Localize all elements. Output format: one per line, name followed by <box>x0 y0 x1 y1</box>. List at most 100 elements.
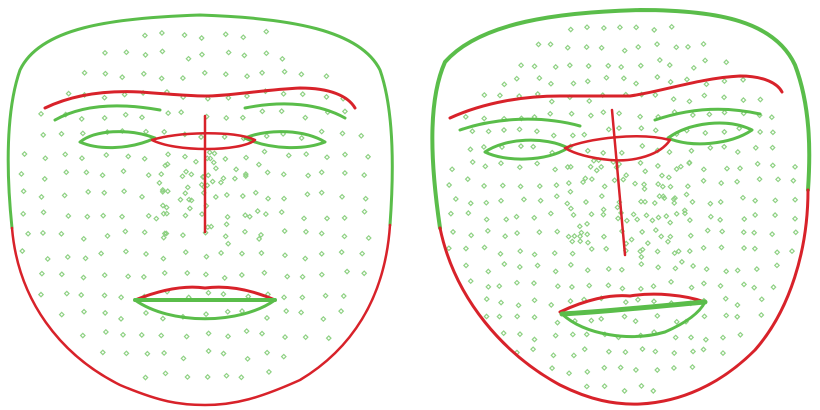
landmark-point <box>318 169 325 176</box>
landmark-point <box>707 144 714 151</box>
landmark-point <box>496 283 503 290</box>
landmark-point <box>734 148 741 156</box>
landmark-point <box>554 319 561 326</box>
landmark-point <box>684 43 692 50</box>
landmark-point <box>514 313 521 320</box>
eyebrow-top-line <box>448 74 784 120</box>
landmark-point <box>483 296 490 303</box>
landmark-point <box>158 75 165 82</box>
landmark-point <box>788 248 796 255</box>
landmark-point <box>183 333 190 340</box>
landmark-point <box>584 368 591 375</box>
landmark-point <box>643 212 650 219</box>
landmark-point <box>500 126 508 134</box>
landmark-point <box>719 334 727 341</box>
landmark-point <box>38 193 45 200</box>
landmark-point <box>204 373 211 381</box>
landmark-point <box>634 216 641 223</box>
landmark-point <box>740 76 747 83</box>
landmark-point <box>481 244 488 251</box>
landmark-point <box>165 151 172 158</box>
landmark-point <box>138 193 146 200</box>
landmark-point <box>485 128 492 135</box>
eyebrow-left <box>458 117 582 132</box>
nose-bridge-triangle <box>563 135 672 162</box>
landmark-point <box>672 265 679 272</box>
landmark-point <box>518 62 525 69</box>
landmark-point <box>221 274 228 281</box>
landmark-point <box>517 183 524 190</box>
landmark-point <box>564 44 571 51</box>
landmark-point <box>513 279 520 286</box>
landmark-point <box>119 74 126 81</box>
landmark-point <box>164 161 171 168</box>
landmark-point <box>284 273 291 280</box>
landmark-point <box>638 382 645 389</box>
landmark-point <box>639 345 646 353</box>
landmark-point <box>498 144 506 151</box>
landmark-point <box>717 216 724 223</box>
landmark-point <box>165 110 172 117</box>
landmark-point <box>256 235 263 242</box>
landmark-point <box>340 292 347 300</box>
landmark-point <box>361 270 368 277</box>
landmark-point <box>318 128 325 135</box>
lower-lip <box>133 298 277 321</box>
landmark-point <box>198 34 205 42</box>
landmark-point <box>675 248 682 255</box>
landmark-point <box>222 155 229 162</box>
landmark-point <box>42 155 49 162</box>
landmark-point <box>706 111 713 118</box>
eyebrow-right <box>653 107 762 122</box>
landmark-point <box>638 261 645 268</box>
landmark-point <box>156 179 163 186</box>
landmark-point <box>298 71 305 78</box>
landmark-point <box>598 44 605 51</box>
landmark-point <box>365 234 372 242</box>
landmark-point <box>119 213 126 220</box>
landmark-point <box>465 210 472 217</box>
landmark-point <box>265 195 272 202</box>
landmark-point <box>240 34 247 41</box>
landmark-point <box>182 212 189 219</box>
landmark-point <box>719 228 726 235</box>
landmark-point <box>158 29 165 37</box>
landmark-point <box>583 44 590 51</box>
landmark-point <box>566 370 573 377</box>
landmark-point <box>362 195 369 202</box>
landmark-point <box>621 387 628 394</box>
landmark-point <box>580 179 587 186</box>
landmark-point <box>590 157 597 164</box>
landmark-point <box>163 210 170 217</box>
landmark-point <box>255 161 262 168</box>
landmark-point <box>655 214 662 221</box>
landmark-point <box>304 191 311 198</box>
landmark-point <box>564 200 571 207</box>
landmark-point <box>20 210 27 217</box>
landmark-point <box>39 229 47 236</box>
landmark-point <box>82 255 89 262</box>
landmark-point <box>577 238 584 245</box>
landmark-point <box>198 51 206 58</box>
landmark-point <box>254 208 261 215</box>
landmark-point <box>567 298 574 305</box>
landmark-point <box>262 211 269 218</box>
landmark-point <box>582 198 590 206</box>
landmark-point <box>205 330 212 337</box>
face-contour-lower <box>10 223 392 407</box>
landmark-point <box>568 110 575 117</box>
landmark-point <box>673 44 680 51</box>
landmark-point <box>238 374 245 381</box>
face-mesh-neutral <box>6 13 394 407</box>
landmark-point <box>530 280 537 287</box>
landmark-point <box>302 114 309 121</box>
landmark-point <box>181 153 189 160</box>
landmark-point <box>600 211 607 218</box>
landmark-point <box>142 51 149 58</box>
landmark-point <box>101 189 108 196</box>
landmark-point <box>341 233 348 240</box>
landmark-point <box>644 240 651 247</box>
landmark-point <box>177 196 184 203</box>
landmark-point <box>659 183 666 190</box>
landmark-point <box>142 374 149 381</box>
